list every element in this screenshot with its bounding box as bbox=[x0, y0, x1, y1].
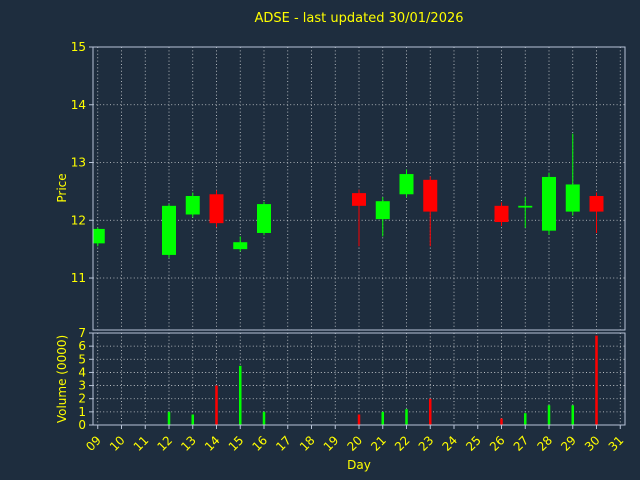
day-tick-label: 09 bbox=[83, 433, 104, 454]
volume-tick-label: 1 bbox=[78, 405, 86, 419]
candle-day-21 bbox=[375, 197, 390, 237]
volume-bar-day-29 bbox=[571, 405, 574, 425]
volume-bar-day-21 bbox=[381, 411, 384, 425]
candle-day-20 bbox=[352, 189, 366, 247]
volume-bar-day-30 bbox=[595, 335, 598, 425]
volume-bar-day-13 bbox=[191, 414, 194, 425]
candles bbox=[93, 133, 604, 258]
price-spines bbox=[92, 46, 626, 331]
volume-tick-label: 5 bbox=[78, 352, 86, 366]
candle-day-23 bbox=[423, 176, 438, 247]
day-tick-label: 12 bbox=[154, 433, 175, 454]
volume-bar-day-22 bbox=[405, 409, 408, 425]
day-tick-label: 24 bbox=[439, 433, 460, 454]
candle-day-13 bbox=[185, 192, 200, 218]
volume-bars bbox=[167, 335, 598, 425]
day-tick-label: 27 bbox=[511, 433, 532, 454]
volume-grid bbox=[93, 332, 625, 426]
volume-bar-day-26 bbox=[500, 418, 503, 425]
day-tick-label: 21 bbox=[368, 433, 389, 454]
day-tick-label: 29 bbox=[558, 433, 579, 454]
day-tick-label: 23 bbox=[416, 433, 437, 454]
volume-tick-label: 0 bbox=[78, 418, 86, 432]
candle-day-30 bbox=[589, 192, 604, 233]
candle-day-29 bbox=[565, 133, 580, 216]
volume-tick-label: 3 bbox=[78, 379, 86, 393]
day-tick-label: 30 bbox=[582, 433, 603, 454]
volume-tick-label: 6 bbox=[78, 339, 86, 353]
candle-day-16 bbox=[257, 201, 271, 236]
chart-title: ADSE - last updated 30/01/2026 bbox=[254, 11, 464, 26]
day-axis-label: Day bbox=[347, 458, 371, 472]
day-tick-label: 25 bbox=[463, 433, 484, 454]
volume-bar-day-28 bbox=[547, 405, 551, 425]
tick-marks bbox=[89, 46, 621, 429]
price-tick-label: 11 bbox=[71, 271, 86, 285]
day-tick-label: 22 bbox=[392, 433, 413, 454]
candle-day-15 bbox=[233, 236, 248, 252]
volume-tick-label: 4 bbox=[78, 365, 86, 379]
candle-day-22 bbox=[399, 169, 414, 198]
day-tick-label: 19 bbox=[321, 433, 342, 454]
day-tick-label: 28 bbox=[534, 433, 555, 454]
day-tick-label: 11 bbox=[131, 433, 152, 454]
volume-bar-day-12 bbox=[167, 411, 171, 425]
price-tick-label: 14 bbox=[71, 98, 86, 112]
candle-day-27 bbox=[518, 197, 533, 228]
day-tick-label: 16 bbox=[249, 433, 270, 454]
day-tick-label: 18 bbox=[297, 433, 318, 454]
volume-bar-day-27 bbox=[524, 413, 527, 425]
price-tick-label: 13 bbox=[71, 156, 86, 170]
day-tick-label: 20 bbox=[344, 433, 365, 454]
volume-bar-day-14 bbox=[215, 385, 218, 425]
price-tick-label: 12 bbox=[71, 213, 86, 227]
day-tick-label: 15 bbox=[226, 433, 247, 454]
day-tick-label: 26 bbox=[487, 433, 508, 454]
volume-tick-label: 2 bbox=[78, 392, 86, 406]
volume-bar-day-15 bbox=[239, 365, 242, 425]
price-tick-label: 15 bbox=[71, 40, 86, 54]
candle-day-12 bbox=[162, 204, 176, 258]
candle-day-26 bbox=[494, 202, 509, 227]
day-tick-label: 10 bbox=[107, 433, 128, 454]
volume-tick-label: 7 bbox=[78, 326, 86, 340]
day-tick-label: 31 bbox=[606, 433, 627, 454]
candle-day-9 bbox=[93, 227, 105, 247]
candle-day-14 bbox=[209, 190, 224, 228]
day-tick-label: 17 bbox=[273, 433, 294, 454]
volume-bar-day-16 bbox=[262, 411, 266, 425]
volume-bar-day-20 bbox=[357, 414, 361, 425]
day-tick-label: 13 bbox=[178, 433, 199, 454]
candle-day-28 bbox=[542, 172, 556, 235]
day-tick-label: 14 bbox=[202, 433, 223, 454]
volume-bar-day-23 bbox=[429, 398, 432, 425]
